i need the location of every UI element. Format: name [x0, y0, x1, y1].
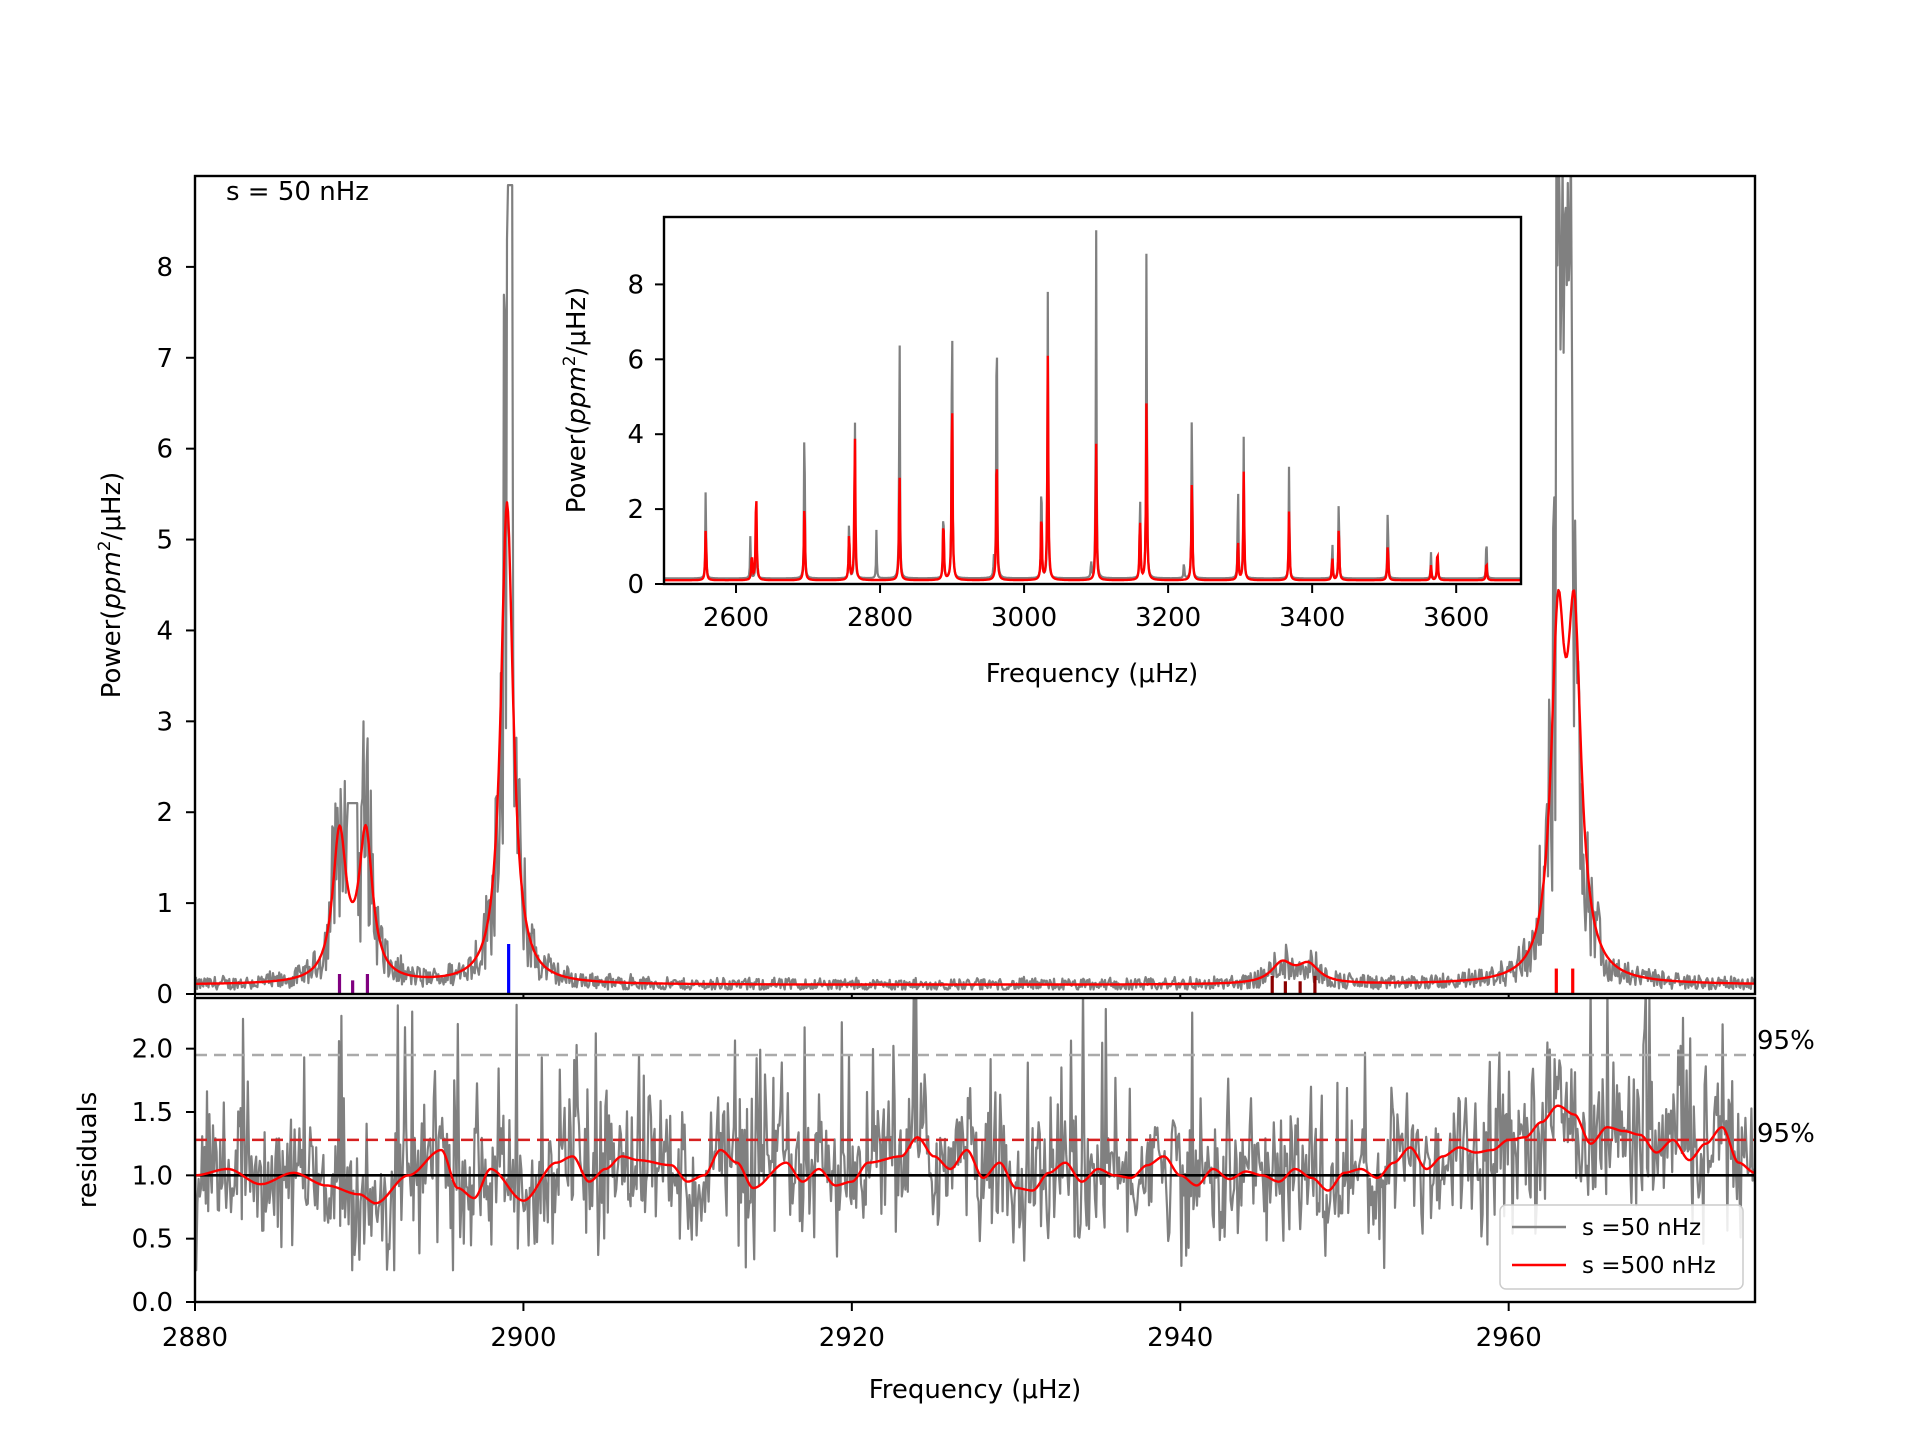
residuals-panel: 95% 95% 0.0 0.5 1.0 1.5 2.0 2880 2900 2920 2940…	[73, 996, 1815, 1405]
legend-label-s500: s =500 nHz	[1582, 1253, 1716, 1279]
x-tick-label: 2880	[162, 1323, 228, 1353]
y-tick-label: 7	[156, 344, 173, 374]
x-tick-label: 3600	[1423, 603, 1489, 633]
main-frame	[193, 174, 1757, 996]
legend-label-s50: s =50 nHz	[1582, 1215, 1701, 1241]
y-tick-label: 6	[156, 435, 173, 465]
y-tick-label: 0.0	[132, 1288, 173, 1318]
y-tick-label: 6	[627, 345, 644, 375]
y-tick-label: 4	[156, 616, 173, 646]
y-tick-label: 2	[156, 798, 173, 828]
x-tick-label: 2940	[1147, 1323, 1213, 1353]
residuals-x-axis: 2880 2900 2920 2940 2960	[162, 1302, 1542, 1353]
y-tick-label: 8	[156, 253, 173, 283]
y-tick-label: 3	[156, 707, 173, 737]
y-tick-label: 0	[627, 570, 644, 600]
smoothing-annotation: s = 50 nHz	[226, 177, 369, 207]
main-y-axis-label: Power(ppm2/μHz)	[95, 472, 127, 699]
y-tick-label: 2	[627, 495, 644, 525]
y-tick-label: 1	[156, 889, 173, 919]
x-tick-label: 3400	[1279, 603, 1345, 633]
y-tick-label: 0.5	[132, 1225, 173, 1255]
residuals-frame	[193, 996, 1757, 1304]
y-tick-label: 1.5	[132, 1098, 173, 1128]
inset-series-s500	[664, 355, 1521, 582]
main-y-axis: 0 1 2 3 4 5 6 7 8	[156, 253, 195, 1010]
inset-y-axis: 0 2 4 6 8	[627, 270, 664, 600]
residuals-x-axis-label: Frequency (μHz)	[869, 1375, 1082, 1405]
inset-x-axis-label: Frequency (μHz)	[986, 659, 1199, 689]
residuals-y-axis: 0.0 0.5 1.0 1.5 2.0	[132, 1035, 195, 1318]
x-tick-label: 2900	[490, 1323, 556, 1353]
residuals-series-s50	[195, 998, 1755, 1272]
x-tick-label: 3000	[991, 603, 1057, 633]
legend: s =50 nHz s =500 nHz	[1499, 1204, 1744, 1290]
x-tick-label: 2600	[703, 603, 769, 633]
inset-frame	[662, 215, 1523, 586]
y-tick-label: 1.0	[132, 1161, 173, 1191]
x-tick-label: 2960	[1476, 1323, 1542, 1353]
inset-y-axis-label: Power(ppm2/μHz)	[560, 287, 592, 514]
residuals-series-s500	[195, 1104, 1755, 1205]
x-tick-label: 2800	[847, 603, 913, 633]
y-tick-label: 4	[627, 420, 644, 450]
y-tick-label: 8	[627, 270, 644, 300]
x-tick-label: 3200	[1135, 603, 1201, 633]
residuals-y-axis-label: residuals	[73, 1092, 103, 1209]
y-tick-label: 5	[156, 526, 173, 556]
main-series-s500	[195, 501, 1755, 986]
x-tick-label: 2920	[819, 1323, 885, 1353]
inset-panel: 0 2 4 6 8 2600 2800 3000 3200 3400 3600 Frequency…	[560, 215, 1523, 689]
inset-plot-area	[664, 217, 1521, 584]
inset-x-axis: 2600 2800 3000 3200 3400 3600	[703, 584, 1489, 633]
y-tick-label: 2.0	[132, 1035, 173, 1065]
y-tick-label: 0	[156, 980, 173, 1010]
mode-markers	[337, 944, 1575, 994]
threshold-label-red: 95%	[1757, 1119, 1815, 1149]
threshold-label-gray: 95%	[1757, 1026, 1815, 1056]
